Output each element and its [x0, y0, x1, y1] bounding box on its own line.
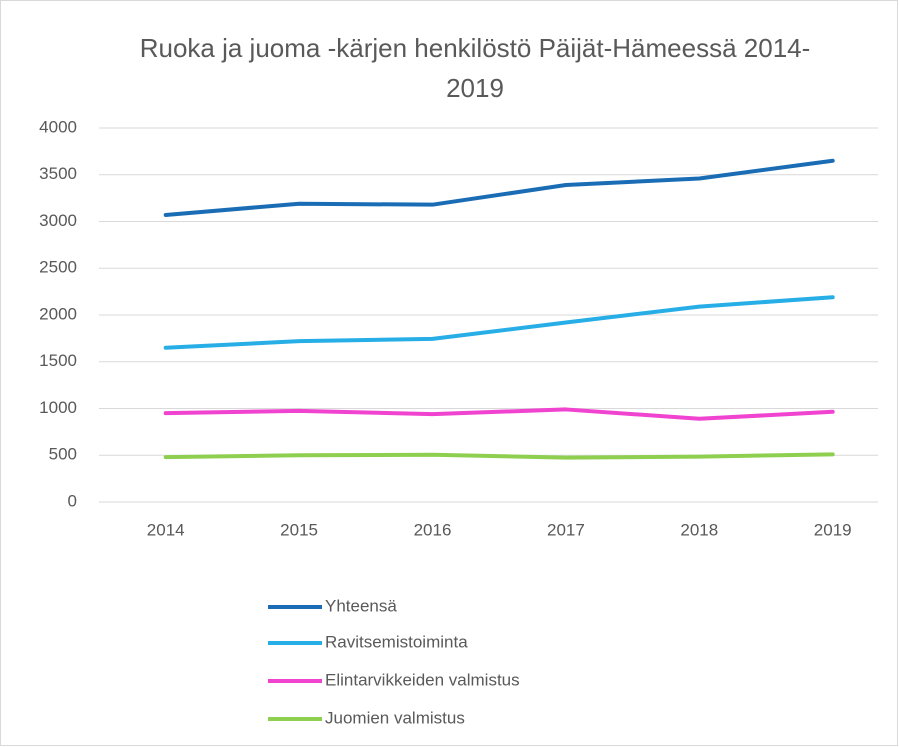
x-tick-label: 2016 [414, 520, 452, 539]
data-line [163, 295, 835, 350]
legend-label: Juomien valmistus [325, 708, 465, 727]
chart-title: Ruoka ja juoma -kärjen henkilöstö Päijät… [139, 33, 811, 103]
y-tick-label: 0 [68, 491, 77, 510]
y-tick-label: 1500 [39, 351, 77, 370]
legend-label: Ravitsemistoiminta [325, 632, 468, 651]
y-tick-label: 500 [49, 445, 77, 464]
x-tick-label: 2015 [280, 520, 318, 539]
x-tick-label: 2014 [147, 520, 185, 539]
data-line [163, 158, 835, 217]
y-tick-label: 3500 [39, 164, 77, 183]
y-tick-label: 3000 [39, 211, 77, 230]
data-line [163, 407, 835, 421]
y-tick-label: 2500 [39, 258, 77, 277]
legend-label: Elintarvikkeiden valmistus [325, 670, 520, 689]
x-tick-label: 2018 [680, 520, 718, 539]
legend-label: Yhteensä [325, 596, 397, 615]
y-tick-label: 2000 [39, 304, 77, 323]
x-tick-label: 2019 [814, 520, 852, 539]
data-line [163, 452, 835, 460]
y-tick-label: 1000 [39, 398, 77, 417]
x-tick-label: 2017 [547, 520, 585, 539]
y-tick-label: 4000 [39, 117, 77, 136]
